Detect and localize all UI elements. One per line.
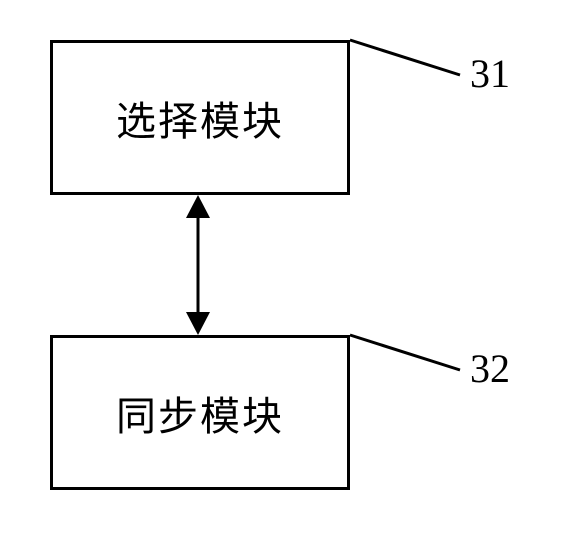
node-sync-module: 同步模块 <box>50 335 350 490</box>
node-sync-module-label: 同步模块 <box>116 384 284 442</box>
node-selection-module-label: 选择模块 <box>116 89 284 147</box>
ref-label-31: 31 <box>470 50 510 97</box>
node-selection-module: 选择模块 <box>50 40 350 195</box>
ref-label-32: 32 <box>470 345 510 392</box>
